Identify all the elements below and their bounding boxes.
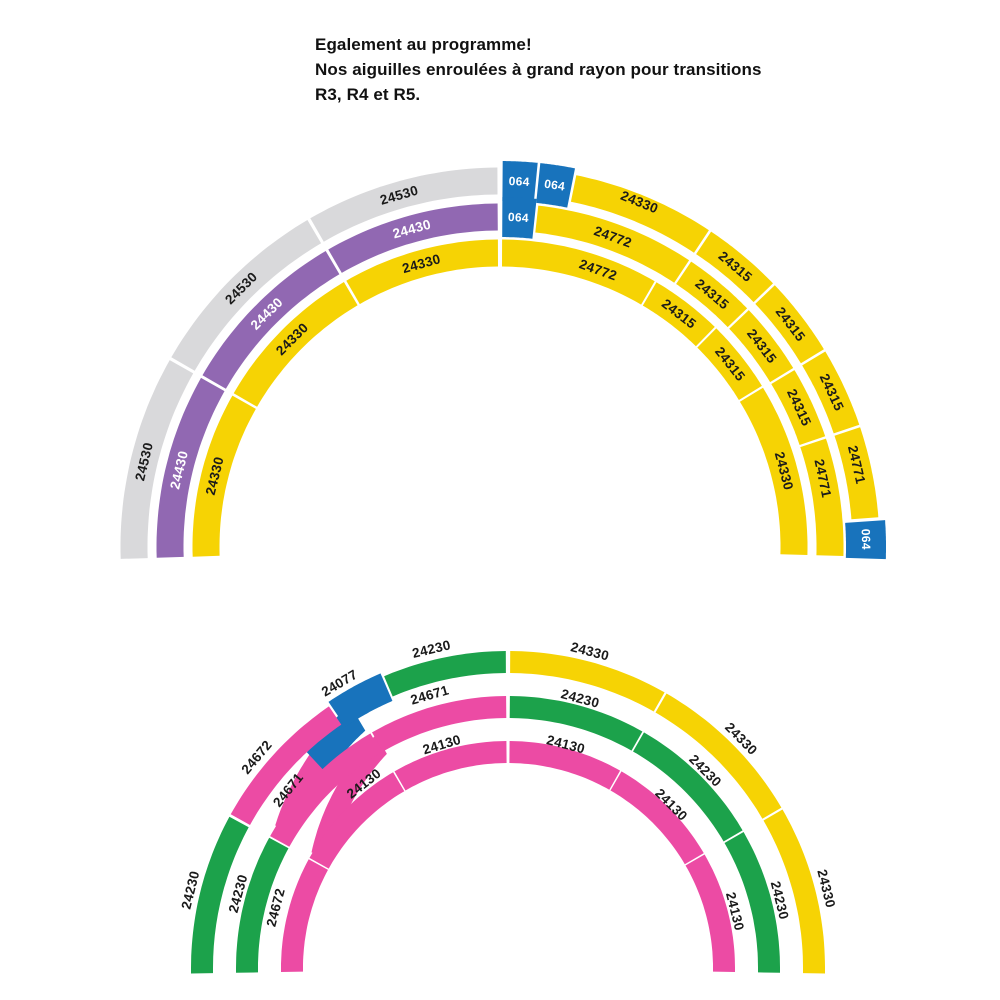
track-segment-24077 bbox=[328, 673, 393, 727]
track-segment-24230 bbox=[191, 816, 249, 974]
track-segment-24130 bbox=[509, 741, 621, 790]
track-segment-24315 bbox=[642, 282, 715, 347]
track-segment-24530 bbox=[171, 220, 322, 371]
track-segment-24230 bbox=[384, 651, 506, 697]
part-label-064: 064 bbox=[543, 177, 566, 194]
track-segment-24330 bbox=[570, 175, 709, 253]
track-segment-24771 bbox=[800, 438, 844, 556]
track-segment-24330 bbox=[510, 651, 665, 712]
track-segment-24330 bbox=[739, 387, 808, 555]
heading-line-3: R3, R4 et R5. bbox=[315, 85, 421, 104]
track-segment-24230 bbox=[724, 832, 780, 973]
track-segment-24772 bbox=[502, 239, 655, 305]
track-segment-24315 bbox=[697, 328, 762, 400]
track-segment-24315 bbox=[696, 231, 773, 303]
page-heading: Egalement au programme! Nos aiguilles en… bbox=[315, 32, 785, 107]
track-segment-24130 bbox=[309, 772, 405, 869]
track-segment-24772 bbox=[535, 205, 690, 283]
track-segment-24330 bbox=[192, 395, 256, 557]
track-segment-24315 bbox=[676, 261, 748, 328]
track-segment-24130 bbox=[394, 741, 507, 791]
part-label-064: 064 bbox=[508, 174, 530, 189]
part-label-064: 064 bbox=[859, 529, 873, 550]
track-segment-064 bbox=[536, 163, 575, 208]
track-segment-24671 bbox=[270, 733, 382, 847]
track-segment-24330 bbox=[346, 239, 498, 305]
track-segment-24230 bbox=[236, 837, 289, 973]
track-segment-24671 bbox=[372, 696, 507, 752]
track-segment-064 bbox=[845, 520, 886, 560]
track-segment-24230 bbox=[633, 732, 743, 842]
track-segment-24315 bbox=[802, 351, 860, 434]
heading-line-2: Nos aiguilles enroulées à grand rayon po… bbox=[315, 60, 762, 79]
track-segment-24130 bbox=[610, 771, 704, 865]
track-segment-24430 bbox=[328, 203, 498, 273]
track-segment-064 bbox=[502, 197, 537, 239]
track-segment-24771 bbox=[834, 427, 879, 520]
track-segment-24530 bbox=[310, 167, 498, 242]
track-segment-24530 bbox=[120, 360, 194, 559]
track-segment-24672 bbox=[281, 859, 328, 972]
track-segment-24315 bbox=[771, 370, 826, 445]
track-segment-064 bbox=[502, 161, 538, 203]
track-segment-24315 bbox=[755, 285, 824, 364]
track-segment-24130 bbox=[685, 854, 735, 972]
track-segment-24430 bbox=[202, 251, 340, 389]
track-segment-24230 bbox=[509, 696, 643, 751]
track-segment-24315 bbox=[729, 310, 794, 383]
track-segment-24330 bbox=[233, 282, 358, 407]
track-segment-24672 bbox=[230, 706, 342, 825]
part-label-064: 064 bbox=[508, 210, 530, 225]
track-segment-24430 bbox=[156, 377, 225, 558]
heading-line-1: Egalement au programme! bbox=[315, 35, 532, 54]
track-segment-24330 bbox=[655, 693, 782, 819]
track-segment-24330 bbox=[763, 809, 825, 974]
